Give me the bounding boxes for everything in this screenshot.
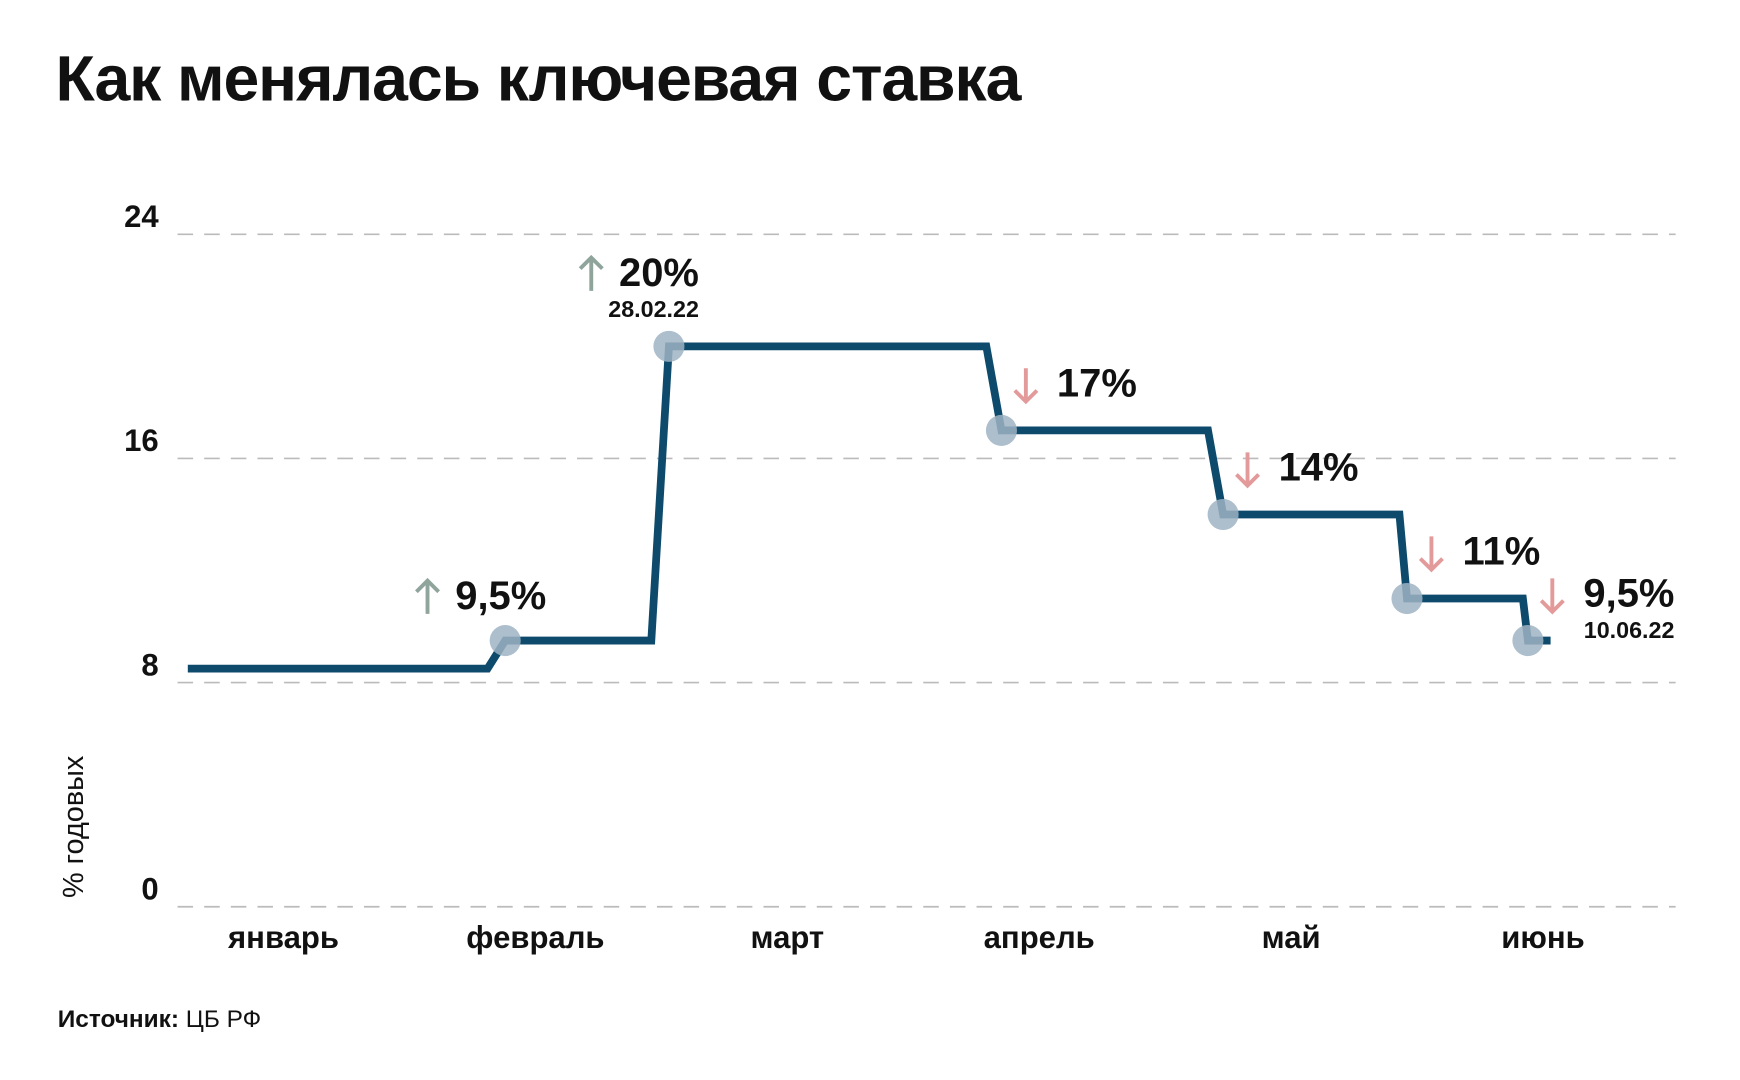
arrow-up <box>415 577 440 614</box>
y-axis-label: % годовых <box>58 755 90 898</box>
change-marker <box>1512 625 1544 657</box>
arrow-down <box>1418 536 1444 573</box>
arrow-down <box>1013 368 1039 405</box>
x-tick-label: июнь <box>1501 920 1584 955</box>
annotation-label: 17% <box>1057 362 1137 406</box>
annotation-date: 10.06.22 <box>1584 617 1675 643</box>
y-tick-label: 0 <box>141 871 158 906</box>
annotation-label: 20% <box>619 251 699 295</box>
y-tick-label: 8 <box>141 647 158 682</box>
annotation-label: 9,5% <box>455 574 546 618</box>
annotation-label: 9,5% <box>1583 572 1674 616</box>
annotation-label: 14% <box>1279 446 1359 490</box>
y-tick-label: 24 <box>124 199 159 234</box>
change-marker <box>489 625 521 657</box>
change-marker <box>1391 583 1423 615</box>
x-tick-label: апрель <box>984 920 1095 955</box>
arrow-up <box>578 254 604 291</box>
y-tick-label: 16 <box>124 423 159 458</box>
change-marker <box>985 414 1017 446</box>
x-tick-label: май <box>1262 920 1321 955</box>
arrow-down <box>1235 452 1260 489</box>
source-label: Источник: <box>58 1007 179 1034</box>
change-marker <box>1207 498 1239 531</box>
change-marker <box>653 330 685 362</box>
arrow-down <box>1539 578 1565 615</box>
source: Источник: ЦБ РФ <box>58 1007 262 1034</box>
annotation-date: 28.02.22 <box>608 296 699 322</box>
chart-title: Как менялась ключевая ставка <box>55 42 1022 114</box>
x-tick-label: январь <box>227 920 339 955</box>
x-tick-label: март <box>751 920 825 955</box>
source-text: ЦБ РФ <box>186 1007 261 1034</box>
rate-line <box>187 342 1551 673</box>
annotation-label: 11% <box>1462 530 1540 574</box>
x-tick-label: февраль <box>466 920 604 955</box>
